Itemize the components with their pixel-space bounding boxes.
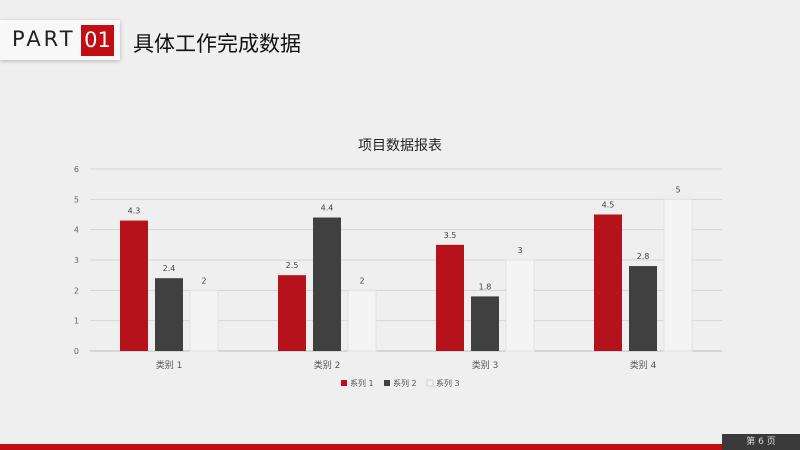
data-label: 2.5 (286, 261, 299, 270)
data-label: 2.4 (163, 264, 176, 273)
data-label: 3.5 (444, 231, 457, 240)
x-tick-label: 类别 2 (314, 359, 341, 371)
data-label: 2 (359, 276, 364, 285)
y-tick-label: 1 (74, 317, 79, 326)
data-label: 4.4 (321, 204, 334, 213)
legend-swatch (341, 380, 347, 386)
bar (120, 220, 148, 351)
bar (629, 266, 657, 351)
bar (505, 259, 535, 352)
page-number: 第 6 页 (746, 437, 776, 447)
y-tick-label: 2 (74, 286, 79, 295)
legend-label: 系列 3 (436, 378, 460, 388)
x-tick-label: 类别 4 (630, 359, 657, 371)
data-label: 5 (675, 185, 680, 194)
bar (189, 289, 219, 352)
legend-swatch (426, 379, 434, 387)
part-number-badge: 01 (81, 25, 114, 56)
page-title: 具体工作完成数据 (133, 32, 301, 56)
bar (436, 244, 464, 351)
y-tick-label: 4 (74, 226, 79, 235)
legend-label: 系列 1 (350, 378, 374, 388)
y-tick-label: 3 (74, 256, 79, 265)
x-tick-label: 类别 3 (472, 359, 499, 371)
bar (313, 217, 341, 351)
data-label: 1.8 (479, 282, 492, 291)
x-tick-label: 类别 1 (156, 359, 183, 371)
y-tick-label: 6 (74, 165, 79, 174)
data-label: 2.8 (637, 252, 650, 261)
y-tick-label: 0 (74, 347, 79, 356)
footer-accent-bar (0, 444, 722, 450)
legend-swatch (384, 380, 390, 386)
bar (347, 289, 377, 352)
y-tick-label: 5 (74, 195, 79, 204)
bar (594, 214, 622, 351)
part-label: PART (12, 27, 76, 51)
bar (663, 198, 693, 352)
data-label: 2 (201, 276, 206, 285)
data-label: 3 (517, 246, 522, 255)
footer-page-box (722, 434, 800, 450)
bar (155, 278, 183, 351)
legend-label: 系列 2 (393, 378, 417, 388)
data-label: 4.3 (128, 207, 141, 216)
bar (471, 296, 499, 351)
bar (278, 275, 306, 351)
data-label: 4.5 (602, 201, 615, 210)
chart-title: 项目数据报表 (358, 138, 442, 154)
